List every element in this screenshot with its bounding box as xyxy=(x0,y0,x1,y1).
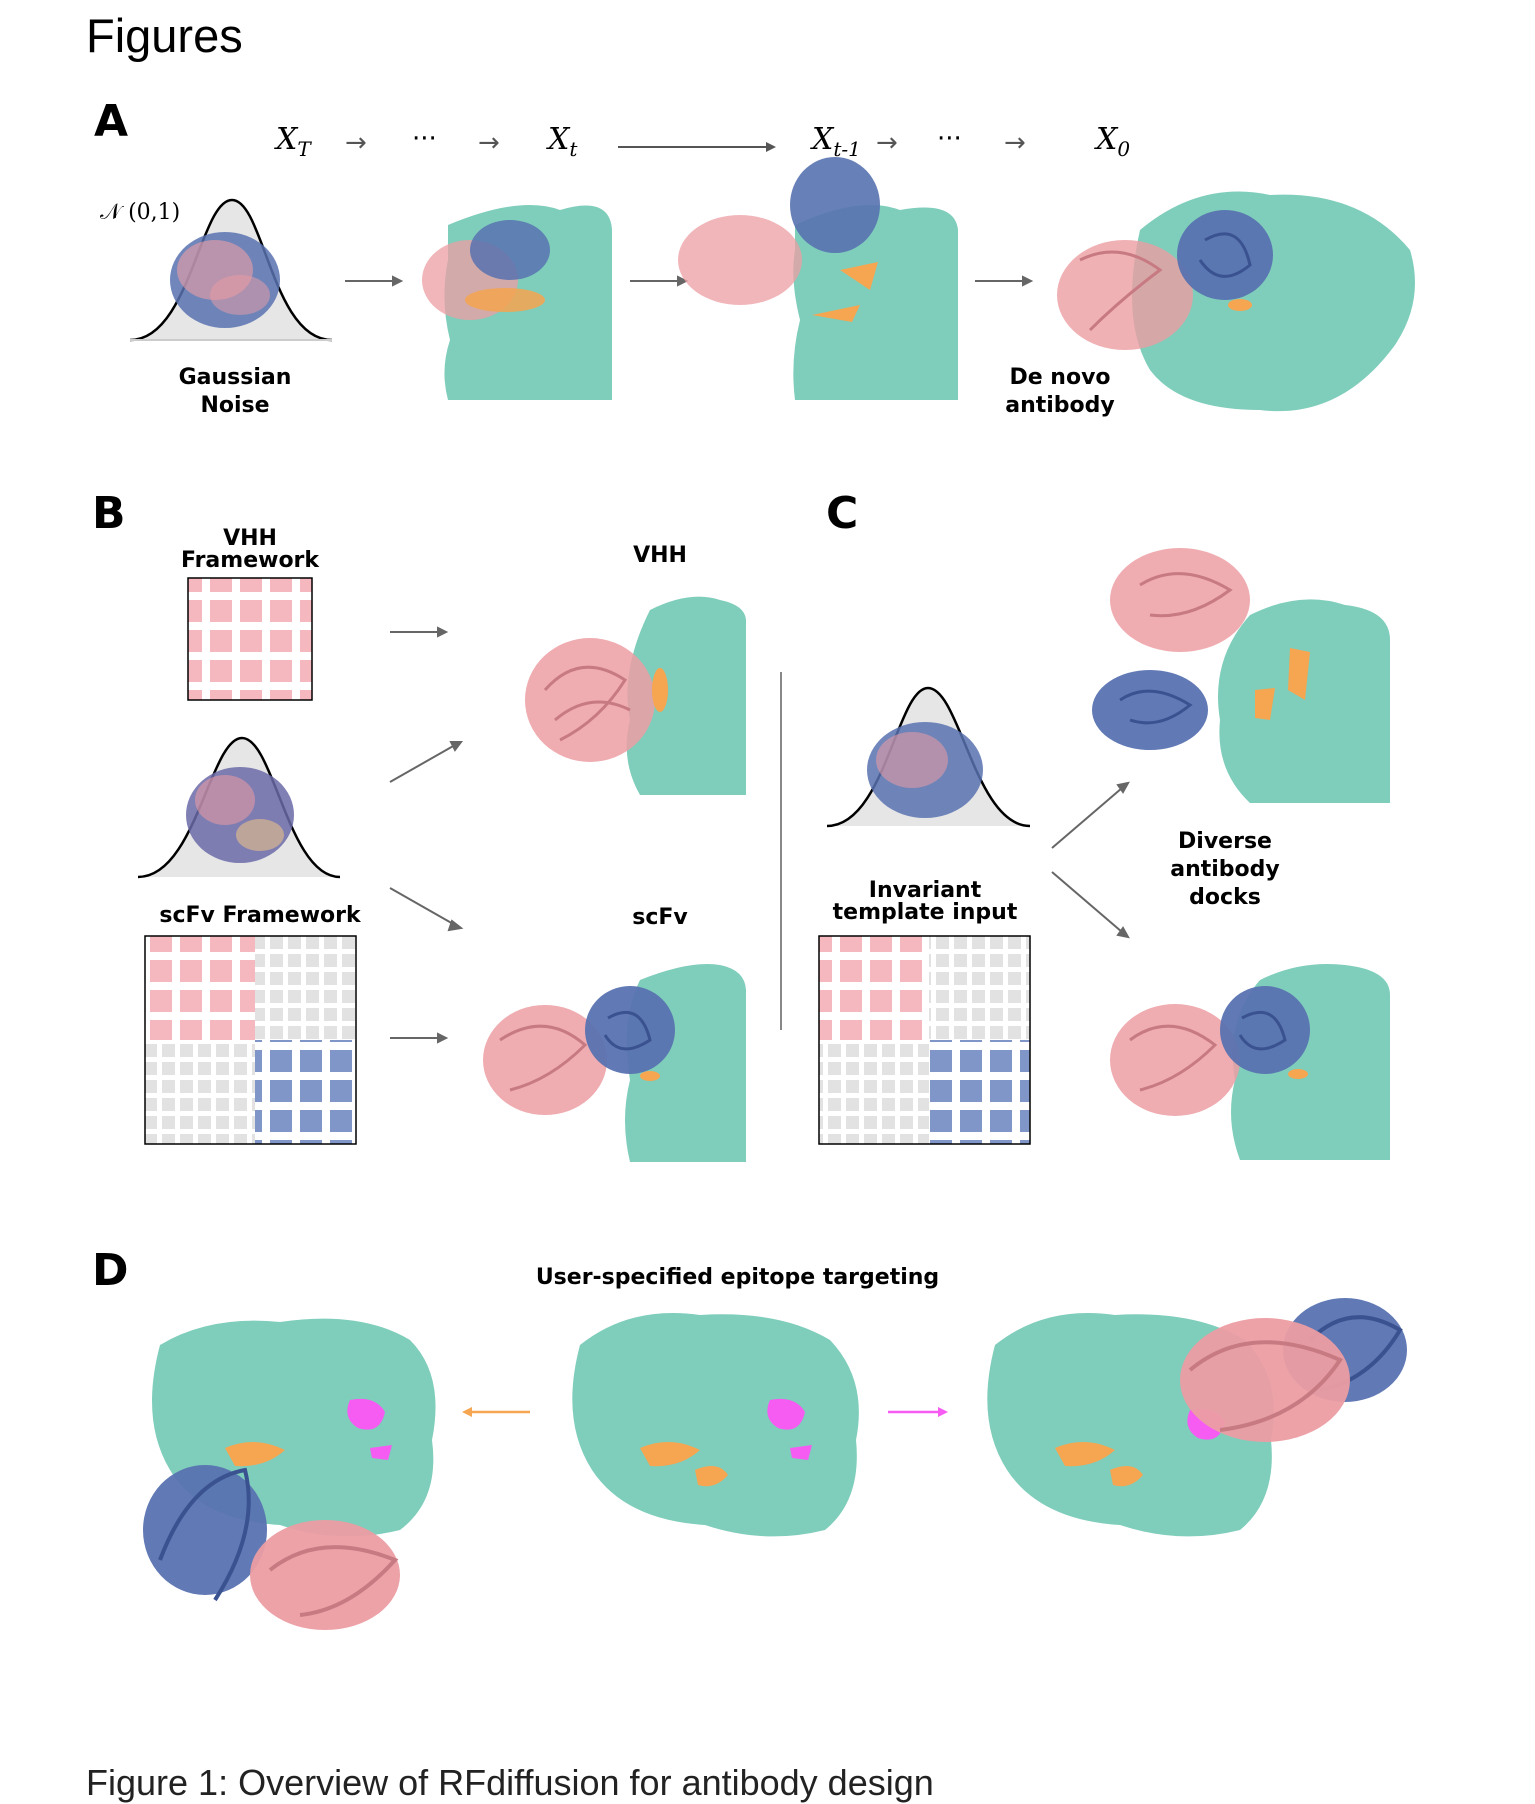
noise-blob-c xyxy=(867,722,983,818)
scfv-framework-matrix xyxy=(144,935,357,1145)
x-0-label: X0 xyxy=(1096,122,1131,161)
noise-blob-a xyxy=(170,232,280,328)
diverse-docks-label: Diverse antibody docks xyxy=(1170,829,1280,910)
vhh-output-label: VHH xyxy=(633,543,687,568)
noise-blob-b xyxy=(186,767,294,863)
normal-distribution-label: 𝒩 (0,1) xyxy=(100,200,181,225)
epitope-targeting-title: User-specified epitope targeting xyxy=(535,1265,940,1290)
diverse-dock-bottom xyxy=(1110,964,1390,1160)
panel-d-letter: D xyxy=(92,1245,129,1296)
denovo-antibody-label: De novo antibody xyxy=(1005,365,1115,418)
target-surface-a2 xyxy=(793,205,958,400)
target-orange-docked xyxy=(143,1318,436,1630)
x-t-label: Xt xyxy=(548,122,578,161)
x-t-minus-1-label: Xt-1 xyxy=(812,122,861,161)
scfv-output-label: scFv xyxy=(632,905,688,930)
arrow-text: → xyxy=(876,128,898,158)
arrow-to-magenta xyxy=(888,1407,948,1417)
vhh-framework-matrix xyxy=(187,577,313,701)
panel-a-letter: A xyxy=(94,96,129,147)
noisy-antibody-a1 xyxy=(422,220,550,320)
panel-a-arrows xyxy=(345,275,1034,287)
ellipsis: ··· xyxy=(412,124,437,154)
panel-b-arrows xyxy=(389,626,464,1044)
panel-b-letter: B xyxy=(92,488,126,539)
gaussian-noise-label: Gaussian Noise xyxy=(178,365,292,418)
x-T-label: XT xyxy=(276,122,311,161)
figures-heading: Figures xyxy=(86,9,243,62)
diverse-dock-top xyxy=(1092,548,1390,803)
vhh-framework-label: VHH Framework xyxy=(180,526,320,573)
denovo-antibody-a xyxy=(1057,210,1273,350)
invariant-template-label: Invariant template input xyxy=(832,878,1018,925)
noisy-antibody-a2 xyxy=(678,157,880,322)
panel-c-letter: C xyxy=(826,488,859,539)
scfv-complex xyxy=(483,964,746,1162)
arrow-text: → xyxy=(345,128,367,158)
ellipsis: ··· xyxy=(937,124,962,154)
invariant-template-matrix xyxy=(818,935,1031,1145)
figure-caption: Figure 1: Overview of RFdiffusion for an… xyxy=(86,1762,934,1803)
panel-c-arrows xyxy=(1051,781,1130,939)
vhh-complex xyxy=(525,596,746,795)
scfv-framework-label: scFv Framework xyxy=(159,903,361,928)
arrow-text: → xyxy=(1004,128,1026,158)
target-epitopes-center xyxy=(572,1313,859,1537)
arrow-to-orange xyxy=(462,1407,530,1417)
panel-a-long-arrow xyxy=(618,142,776,152)
target-magenta-docked xyxy=(987,1298,1407,1537)
arrow-text: → xyxy=(478,128,500,158)
